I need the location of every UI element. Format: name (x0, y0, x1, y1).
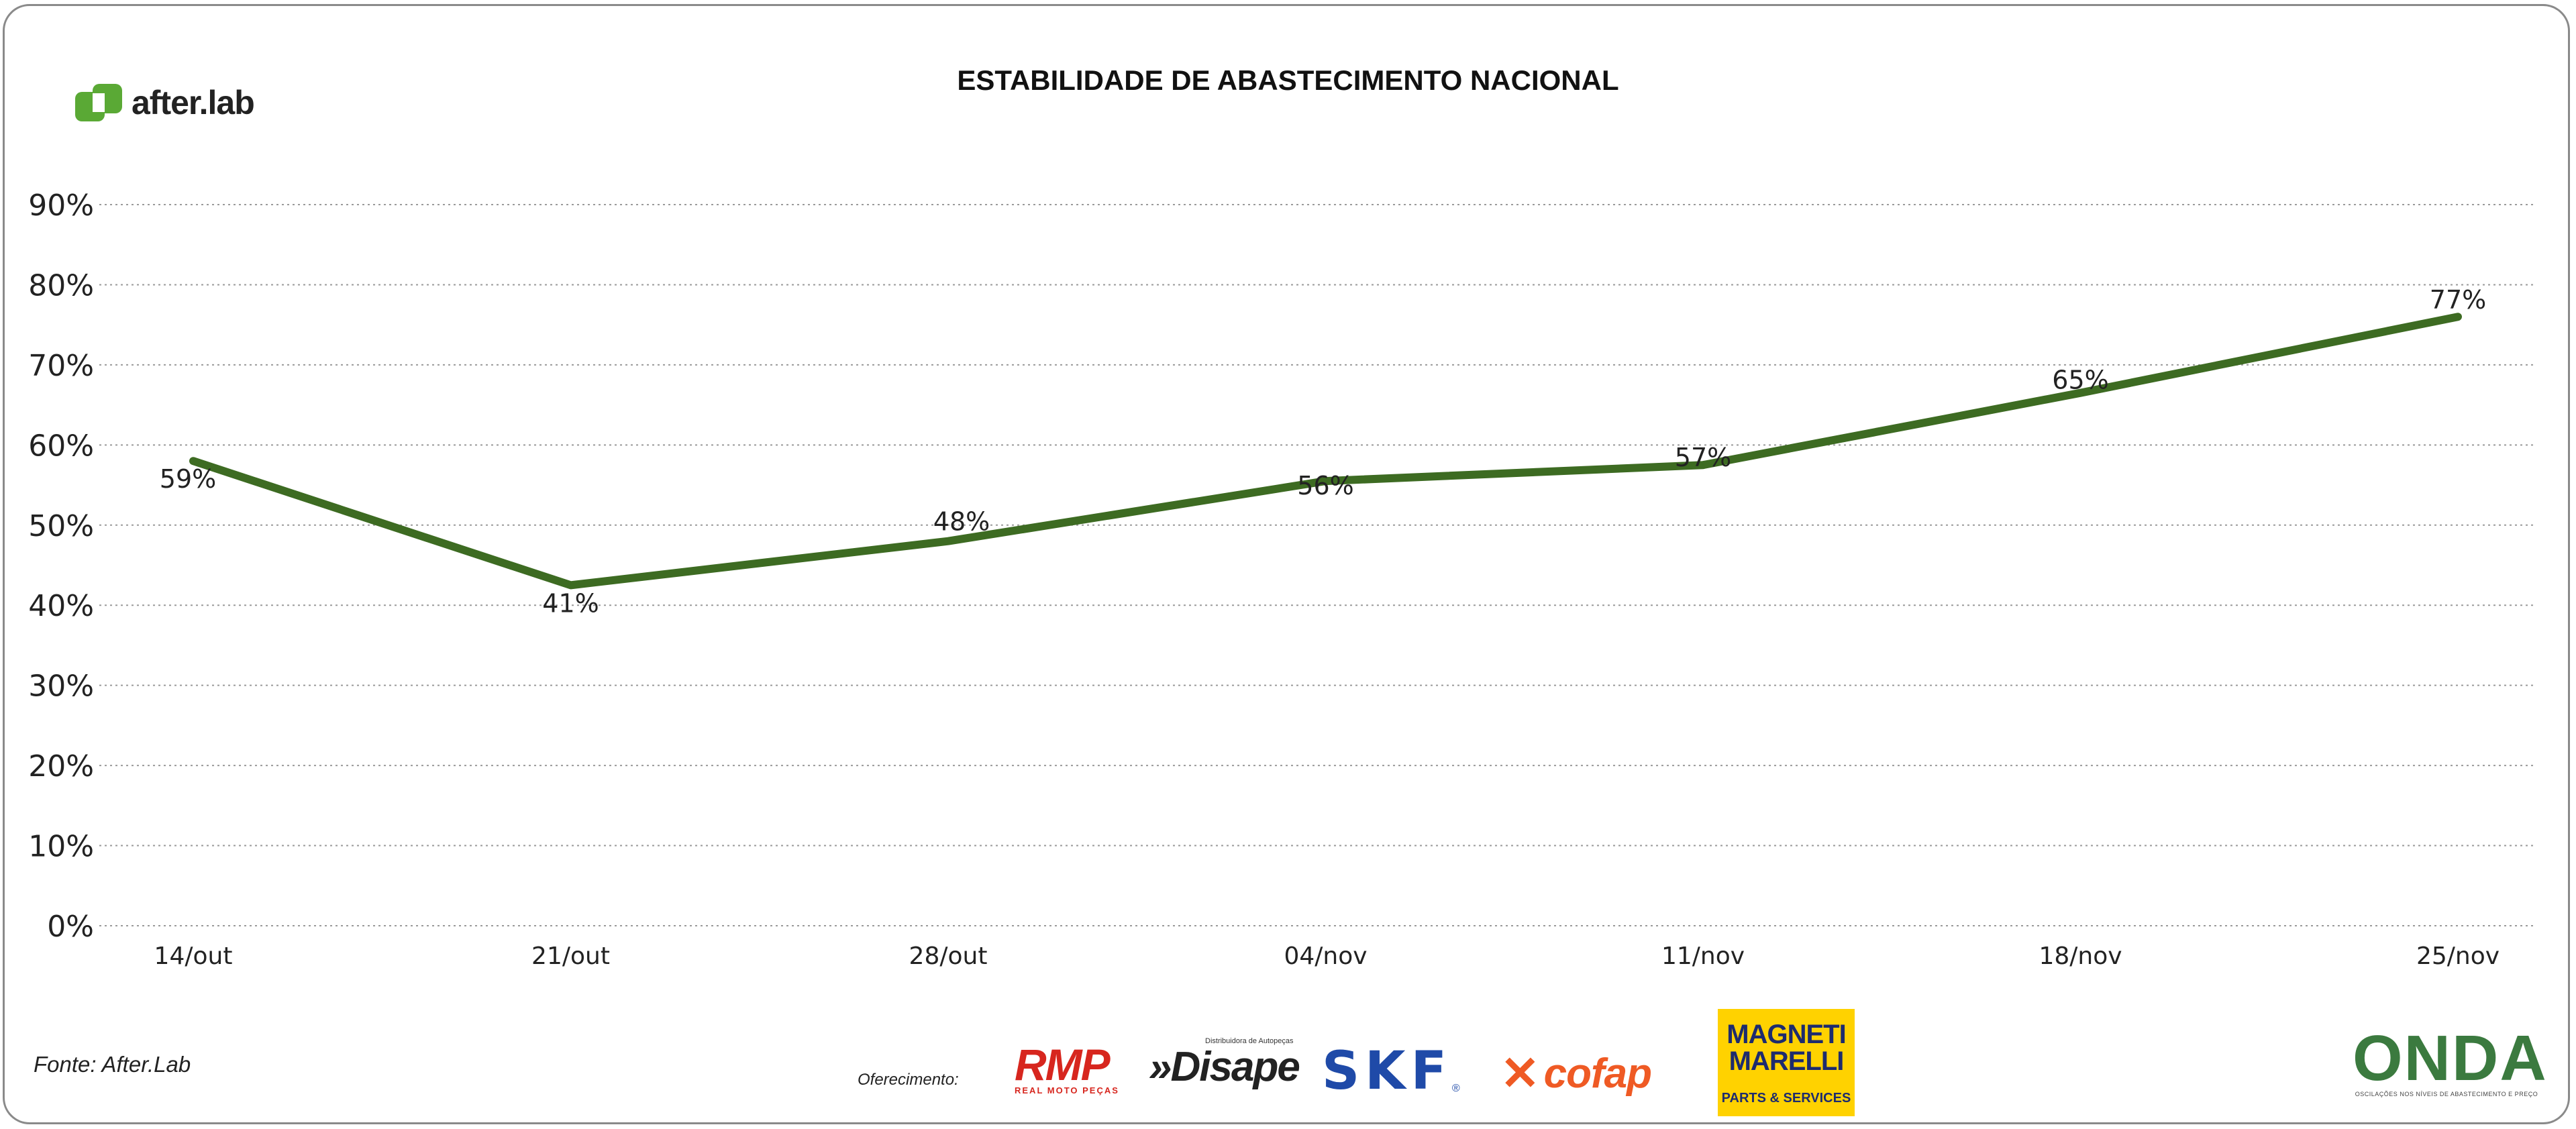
data-point (947, 540, 949, 542)
y-tick-label: 20% (28, 749, 94, 784)
y-tick-label: 80% (28, 268, 94, 303)
series-line (189, 313, 2462, 590)
rmp-logo: RMP REAL MOTO PEÇAS (1015, 1040, 1132, 1097)
data-point (2457, 316, 2459, 318)
onda-logo-sub: OSCILAÇÕES NOS NÍVEIS DE ABASTECIMENTO E… (2355, 1091, 2538, 1097)
x-axis: 14/out 21/out 28/out 04/nov 11/nov 18/nov 25/n… (154, 943, 2500, 970)
source-note: Fonte: After.Lab (34, 1052, 191, 1077)
data-point (193, 460, 194, 462)
sponsor-label: Oferecimento: (858, 1071, 959, 1089)
grid-lines (99, 204, 2535, 926)
data-label: 57% (1675, 443, 1731, 472)
onda-logo: ONDA OSCILAÇÕES NOS NÍVEIS DE ABASTECIME… (2353, 1022, 2548, 1100)
x-tick-label: 11/nov (1661, 943, 1745, 970)
disape-logo: Distribuidora de Autopeças »Disape (1149, 1037, 1310, 1097)
chart-frame (3, 4, 2570, 1124)
x-tick-label: 21/out (531, 943, 610, 970)
data-label: 65% (2052, 366, 2108, 395)
magneti-marelli-logo: MAGNETI MARELLI PARTS & SERVICES (1718, 1009, 1855, 1116)
data-label: 77% (2430, 285, 2486, 315)
x-tick-label: 14/out (154, 943, 233, 970)
y-tick-label: 10% (28, 830, 94, 864)
data-label: 56% (1297, 471, 1353, 500)
chart-title: ESTABILIDADE DE ABASTECIMENTO NACIONAL (957, 64, 1619, 96)
y-tick-label: 70% (28, 349, 94, 383)
x-tick-label: 18/nov (2039, 943, 2122, 970)
skf-logo-text: SKF (1322, 1041, 1452, 1101)
disape-logo-sub: Distribuidora de Autopeças (1205, 1037, 1294, 1045)
y-tick-label: 90% (28, 189, 94, 223)
y-tick-label: 50% (28, 509, 94, 543)
x-tick-label: 04/nov (1284, 943, 1367, 970)
marelli-logo-sub: PARTS & SERVICES (1721, 1091, 1851, 1106)
data-labels: 59% 41% 48% 56% 57% 65% 77% (160, 285, 2486, 618)
brand-logo: after.lab (75, 83, 255, 122)
data-point (570, 584, 572, 586)
y-tick-label: 40% (28, 589, 94, 623)
cofap-x-icon: ✕ (1500, 1047, 1540, 1099)
marelli-logo-line2: MARELLI (1729, 1046, 1845, 1076)
brand-name: after.lab (132, 84, 255, 121)
afterlab-logo-icon (75, 84, 122, 121)
data-point (1702, 464, 1704, 466)
y-tick-label: 60% (28, 429, 94, 463)
skf-logo: SKF® (1322, 1045, 1490, 1097)
data-point (1325, 480, 1327, 482)
data-label: 59% (160, 464, 216, 494)
skf-logo-reg: ® (1451, 1083, 1460, 1094)
x-tick-label: 25/nov (2416, 943, 2500, 970)
series-layer (189, 313, 2462, 590)
cofap-logo: ✕ cofap (1500, 1046, 1695, 1100)
y-tick-label: 30% (28, 669, 94, 704)
rmp-logo-sub: REAL MOTO PEÇAS (1015, 1085, 1119, 1095)
data-point (2079, 392, 2081, 394)
rmp-logo-text: RMP (1015, 1040, 1111, 1089)
y-axis: 0% 10% 20% 30% 40% 50% 60% 70% 80% 90% (28, 189, 94, 944)
y-tick-label: 0% (47, 910, 94, 944)
marelli-logo-line1: MAGNETI (1727, 1020, 1846, 1049)
data-label: 41% (542, 588, 599, 618)
onda-logo-text: ONDA (2353, 1022, 2548, 1094)
disape-logo-text: »Disape (1149, 1044, 1300, 1090)
cofap-logo-text: cofap (1543, 1050, 1652, 1097)
data-label: 48% (933, 507, 990, 537)
x-tick-label: 28/out (909, 943, 988, 970)
